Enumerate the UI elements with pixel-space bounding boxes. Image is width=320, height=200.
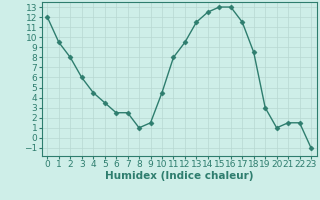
X-axis label: Humidex (Indice chaleur): Humidex (Indice chaleur) [105,171,253,181]
